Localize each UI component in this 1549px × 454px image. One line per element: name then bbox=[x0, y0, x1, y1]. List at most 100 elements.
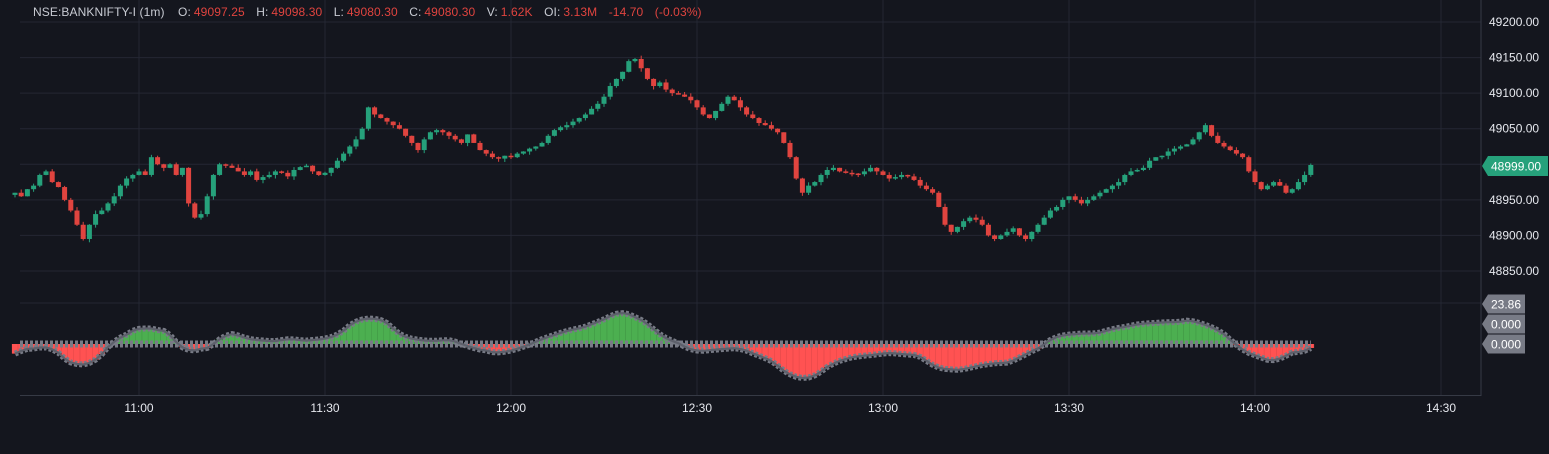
candle bbox=[24, 188, 30, 197]
candle bbox=[204, 193, 210, 217]
candle bbox=[279, 170, 285, 174]
candle bbox=[1128, 167, 1134, 177]
candle bbox=[1016, 228, 1022, 237]
candle bbox=[998, 234, 1004, 240]
time-tick-label: 12:00 bbox=[496, 401, 526, 415]
candle bbox=[1140, 165, 1146, 172]
candle bbox=[520, 151, 526, 155]
candle bbox=[892, 174, 898, 180]
candle bbox=[347, 145, 353, 157]
candle bbox=[266, 171, 272, 179]
candle bbox=[508, 153, 514, 160]
candle bbox=[570, 118, 576, 128]
candle bbox=[217, 162, 223, 176]
candle bbox=[861, 168, 867, 177]
candle bbox=[1190, 137, 1196, 146]
indicator-value-tag: 0.000 bbox=[1482, 334, 1525, 354]
candle bbox=[812, 181, 818, 187]
symbol-label[interactable]: NSE:BANKNIFTY-I (1m) bbox=[33, 5, 165, 19]
candle bbox=[1165, 148, 1171, 160]
candle bbox=[985, 222, 991, 237]
candle bbox=[365, 106, 371, 131]
candle bbox=[124, 176, 130, 189]
candle bbox=[1171, 146, 1177, 155]
candle bbox=[911, 173, 917, 181]
candle bbox=[1209, 124, 1215, 138]
candle bbox=[706, 114, 712, 119]
candle bbox=[886, 172, 892, 182]
candle bbox=[99, 207, 105, 215]
candle bbox=[86, 224, 92, 243]
candle bbox=[1159, 155, 1165, 160]
oi-value: 3.13M bbox=[563, 5, 598, 19]
candle bbox=[632, 58, 638, 63]
candle bbox=[545, 134, 551, 145]
candle bbox=[1116, 178, 1122, 190]
candle bbox=[651, 78, 657, 90]
time-axis[interactable]: 11:00 11:30 12:00 12:30 13:00 13:30 14:00 14:30 bbox=[124, 401, 1456, 415]
candle bbox=[1041, 215, 1047, 226]
candle bbox=[440, 128, 446, 136]
candle bbox=[322, 171, 328, 176]
candle bbox=[1196, 131, 1202, 142]
candle bbox=[210, 173, 216, 200]
indicator-value: 23.86 bbox=[1491, 298, 1521, 312]
price-tick-label: 49050.00 bbox=[1489, 122, 1539, 136]
candle bbox=[1246, 155, 1252, 173]
time-tick-label: 12:30 bbox=[682, 401, 712, 415]
indicator-value: 0.000 bbox=[1491, 318, 1521, 332]
candle bbox=[223, 163, 229, 168]
candle bbox=[917, 176, 923, 189]
price-axis[interactable]: 49200.00 49150.00 49100.00 49050.00 48950.00… bbox=[1489, 15, 1539, 278]
candle bbox=[750, 110, 756, 120]
candle bbox=[682, 92, 688, 97]
candle bbox=[1233, 147, 1239, 156]
high-value: 49098.30 bbox=[271, 5, 323, 19]
candle bbox=[1147, 157, 1153, 171]
candle bbox=[1097, 190, 1103, 199]
volume-label: V: bbox=[486, 5, 498, 19]
candle bbox=[1023, 233, 1029, 242]
candle bbox=[1029, 231, 1035, 242]
candle bbox=[961, 218, 967, 230]
candle bbox=[880, 169, 886, 176]
candle bbox=[731, 95, 737, 101]
candle bbox=[161, 163, 167, 172]
price-tick-label: 48900.00 bbox=[1489, 228, 1539, 242]
candle bbox=[620, 71, 626, 82]
candle bbox=[874, 167, 880, 175]
candle bbox=[489, 151, 495, 160]
candle bbox=[1202, 123, 1208, 135]
candle bbox=[843, 169, 849, 174]
candle bbox=[477, 140, 483, 151]
candle bbox=[719, 102, 725, 112]
candle bbox=[688, 93, 694, 104]
candle bbox=[55, 181, 61, 188]
candle bbox=[837, 167, 843, 173]
candle bbox=[967, 215, 973, 224]
time-tick-label: 14:30 bbox=[1426, 401, 1456, 415]
candle bbox=[155, 155, 161, 166]
candle bbox=[452, 134, 458, 142]
candle bbox=[781, 132, 787, 144]
candle bbox=[396, 122, 402, 130]
candle bbox=[775, 128, 781, 135]
candle bbox=[1302, 171, 1308, 186]
close-label: C: bbox=[409, 5, 422, 19]
candle bbox=[942, 203, 948, 227]
candle bbox=[1054, 205, 1060, 212]
axes bbox=[20, 0, 1482, 396]
candle bbox=[644, 67, 650, 81]
candle bbox=[390, 121, 396, 129]
candle bbox=[533, 146, 539, 151]
candle bbox=[1289, 188, 1295, 194]
candle bbox=[465, 134, 471, 147]
candle bbox=[1178, 144, 1184, 151]
candle bbox=[1258, 181, 1264, 191]
candle bbox=[657, 80, 663, 88]
candle bbox=[384, 117, 390, 125]
candle bbox=[254, 168, 260, 182]
candle bbox=[1060, 197, 1066, 210]
